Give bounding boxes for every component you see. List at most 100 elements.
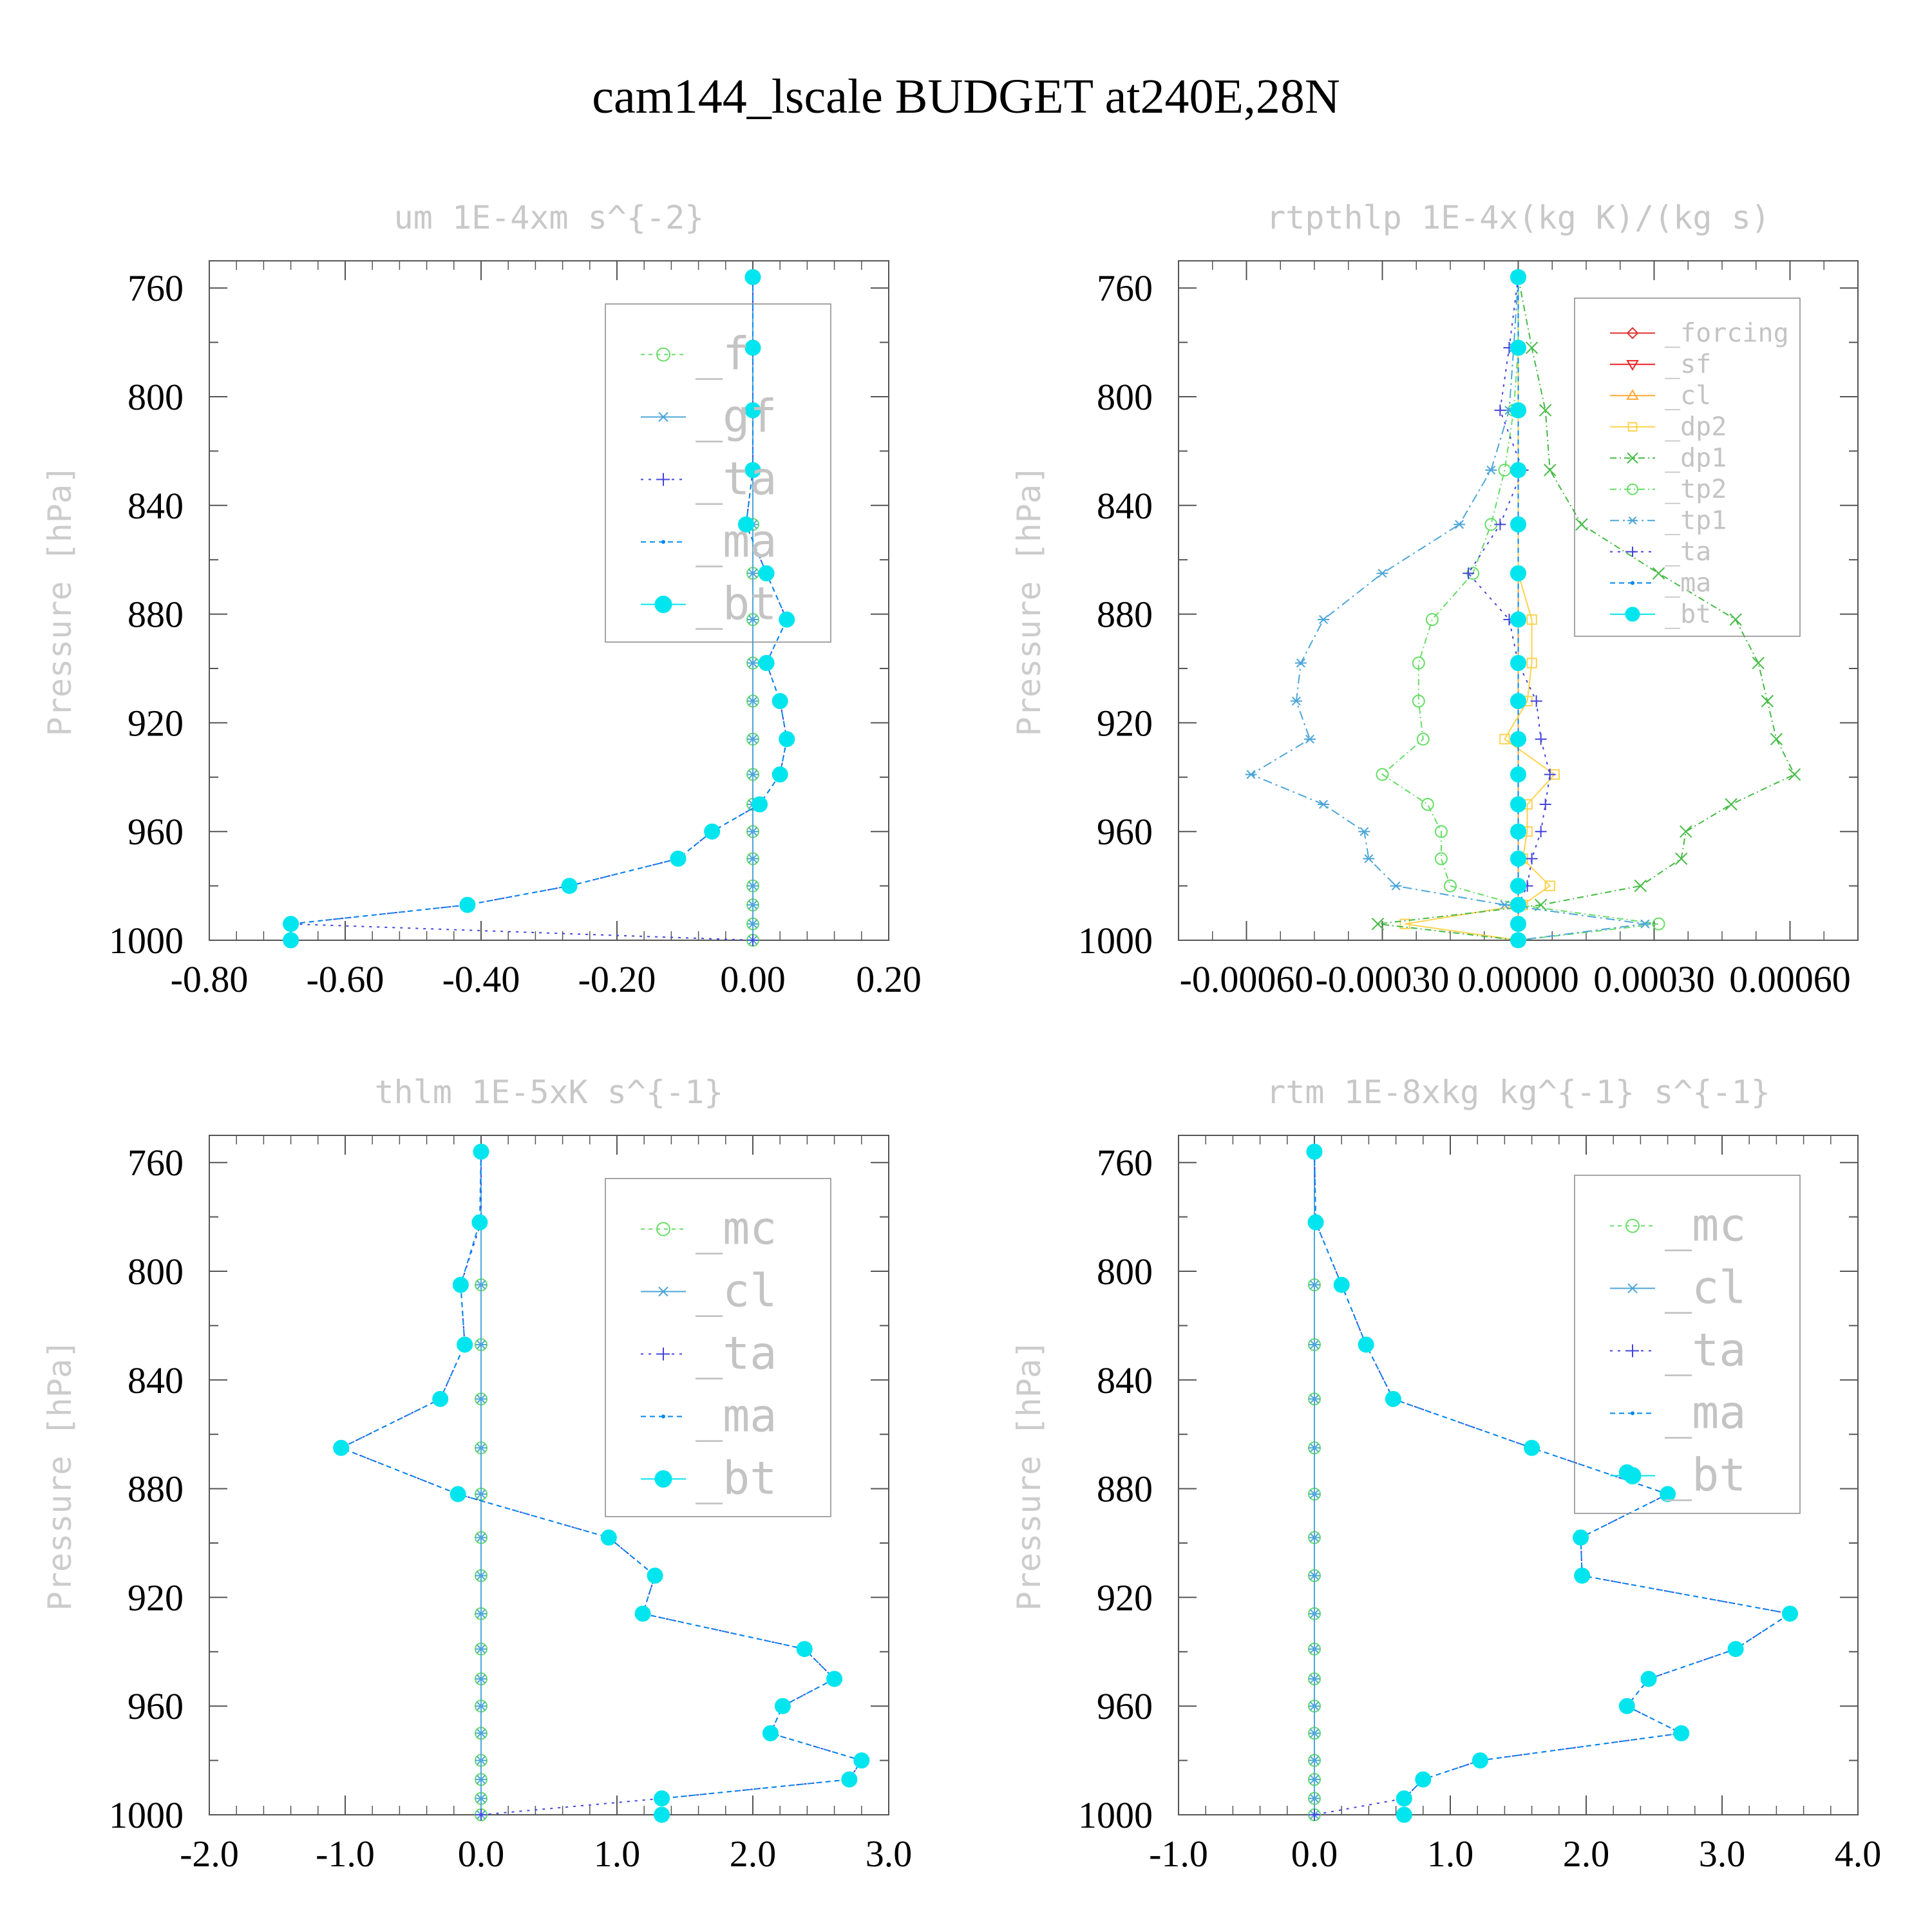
data-point-bt — [1640, 1671, 1657, 1687]
data-point-gf — [747, 854, 759, 864]
data-point-bt — [744, 462, 761, 478]
legend-swatch-marker — [657, 412, 670, 422]
data-point-gf — [747, 734, 759, 744]
data-point-tp1 — [1454, 520, 1466, 529]
data-point-cl — [1309, 1609, 1320, 1618]
legend-item-ta: _ta — [1610, 1324, 1746, 1377]
legend-swatch-marker — [1626, 1344, 1639, 1358]
x-tick-label: -0.80 — [171, 958, 249, 1000]
data-point-gf — [747, 919, 759, 929]
legend-swatch-marker — [654, 596, 672, 613]
data-point-dp1 — [1525, 341, 1539, 354]
y-axis-label: Pressure [hPa] — [41, 1340, 79, 1611]
data-point-bt — [774, 1698, 791, 1714]
data-point-bt — [654, 1790, 670, 1807]
data-point-bt — [1396, 1806, 1412, 1823]
data-point-bt — [1727, 1641, 1744, 1658]
x-tick-label: -0.00060 — [1180, 958, 1314, 1000]
legend-item-cl: _cl — [641, 1265, 777, 1318]
legend-swatch-marker — [1624, 1467, 1642, 1484]
y-tick-label: 920 — [128, 1577, 184, 1618]
data-point-bt — [779, 611, 795, 628]
legend-swatch-marker — [1626, 360, 1639, 371]
data-point-bt — [1510, 850, 1526, 867]
data-point-bt — [853, 1752, 870, 1769]
y-tick-label: 920 — [1097, 1577, 1153, 1618]
data-point-dp1 — [1761, 694, 1774, 708]
data-point-cl — [1309, 1571, 1320, 1580]
series-line-ma — [290, 277, 788, 940]
legend-item-ta: _ta — [641, 1327, 777, 1380]
data-point-cl — [1309, 1490, 1320, 1499]
legend: _mc _cl _ta _ma _bt — [1574, 1175, 1801, 1514]
legend-label: _tp2 — [1665, 475, 1727, 504]
legend-label: _tp1 — [1665, 506, 1727, 535]
data-point-bt — [1510, 932, 1526, 949]
legend-label: _ma — [696, 515, 777, 568]
data-point-cl — [475, 1340, 487, 1349]
data-point-cl — [475, 1609, 487, 1618]
legend-swatch-marker — [1631, 1411, 1634, 1416]
plot-frame — [209, 260, 889, 941]
data-point-dp1 — [1674, 852, 1688, 866]
x-tick-label: -2.0 — [180, 1833, 239, 1875]
legend-label: _ma — [1665, 1387, 1746, 1439]
data-point-bt — [762, 1725, 779, 1741]
legend-label: _mc — [696, 1202, 777, 1255]
data-point-gf — [747, 658, 759, 668]
y-tick-label: 760 — [128, 267, 184, 309]
legend-box — [1574, 1175, 1801, 1514]
y-tick-label: 880 — [1097, 1468, 1153, 1510]
data-point-tp2 — [1412, 656, 1425, 670]
legend-item-ma: _ma — [1610, 1387, 1746, 1439]
legend-item-cl: _cl — [1610, 1262, 1746, 1314]
legend-item-f: _f — [641, 328, 750, 381]
legend-swatch-marker — [1627, 546, 1638, 557]
series-layer — [283, 269, 795, 949]
data-point-tp1 — [1303, 734, 1316, 744]
data-point-cl — [1309, 1443, 1320, 1453]
data-point-dp1 — [1788, 768, 1801, 781]
data-point-bt — [1573, 1530, 1589, 1546]
x-tick-label: -0.40 — [442, 958, 520, 1000]
data-point-dp1 — [1539, 404, 1552, 417]
legend-label: _ma — [696, 1390, 777, 1443]
y-tick-label: 840 — [128, 1359, 184, 1401]
data-point-bt — [1510, 823, 1526, 840]
y-tick-label: 800 — [1097, 376, 1153, 418]
x-tick-label: 2.0 — [730, 1833, 777, 1875]
data-point-bt — [826, 1671, 843, 1687]
data-point-bt — [459, 896, 476, 913]
legend-swatch-marker — [1627, 483, 1638, 495]
x-tick-label: 0.20 — [856, 958, 922, 1000]
data-point-bt — [1782, 1605, 1798, 1622]
legend-item-gf: _gf — [641, 390, 777, 443]
y-tick-label: 920 — [128, 702, 184, 744]
data-point-dp2 — [1526, 658, 1537, 668]
legend-swatch-marker — [656, 1222, 670, 1236]
y-tick-label: 800 — [128, 376, 184, 418]
legend-label: _bt — [1665, 1449, 1746, 1502]
data-point-bt — [1510, 462, 1526, 478]
x-tick-label: 4.0 — [1835, 1833, 1882, 1875]
data-point-ta — [1544, 768, 1556, 781]
y-tick-label: 840 — [128, 485, 184, 527]
data-point-bt — [1472, 1752, 1488, 1769]
data-point-cl — [475, 1775, 487, 1785]
y-tick-label: 760 — [1097, 1142, 1153, 1184]
data-point-cl — [1309, 1775, 1320, 1785]
data-point-bt — [1510, 611, 1526, 628]
data-point-cl — [475, 1533, 487, 1542]
x-tick-label: 0.00060 — [1729, 958, 1851, 1000]
data-point-gf — [747, 569, 759, 578]
data-point-ta — [1530, 695, 1542, 707]
data-point-dp1 — [1752, 656, 1765, 670]
data-point-ta — [1309, 1809, 1320, 1821]
data-point-cl — [1309, 1394, 1320, 1404]
data-point-ta — [747, 934, 759, 946]
data-point-cl — [475, 1794, 487, 1803]
data-point-bt — [452, 1276, 469, 1293]
y-tick-label: 880 — [128, 594, 184, 636]
data-point-bt — [283, 932, 299, 949]
data-point-dp2 — [1499, 734, 1510, 744]
